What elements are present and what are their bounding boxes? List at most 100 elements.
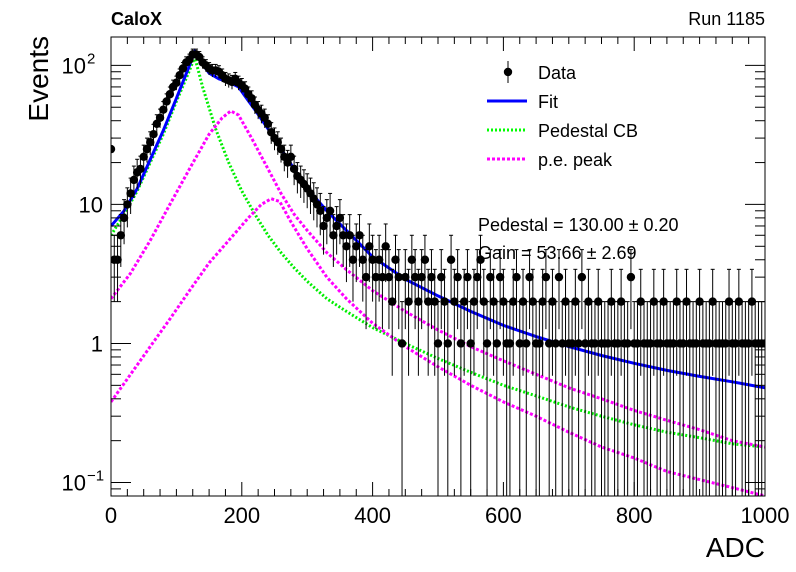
data-point — [423, 268, 433, 376]
data-point — [443, 301, 453, 496]
data-point — [126, 177, 135, 214]
data-marker — [136, 164, 145, 174]
data-marker — [401, 272, 410, 282]
data-point — [571, 268, 580, 376]
data-point — [561, 268, 570, 376]
fit-stat-line: Gain = 53.66 ± 2.69 — [478, 243, 637, 263]
data-marker — [551, 339, 560, 348]
data-point — [312, 187, 322, 228]
data-point — [453, 249, 462, 330]
data-point — [538, 268, 547, 376]
data-marker — [322, 213, 332, 223]
y-tick-exponent: 2 — [87, 50, 95, 67]
data-point — [492, 301, 502, 496]
data-marker — [325, 206, 335, 215]
data-point — [692, 301, 701, 496]
data-marker — [486, 272, 495, 282]
data-marker — [466, 339, 475, 348]
data-point — [672, 268, 681, 376]
data-marker — [420, 255, 430, 264]
data-marker — [672, 297, 681, 306]
data-marker — [417, 272, 426, 282]
data-marker — [646, 339, 655, 348]
data-marker — [423, 297, 433, 306]
data-point — [384, 249, 394, 330]
data-point — [338, 214, 348, 267]
data-point — [371, 249, 381, 330]
data-marker — [682, 297, 691, 306]
data-marker — [633, 339, 642, 348]
legend-data-marker-icon — [503, 67, 513, 77]
data-marker — [361, 272, 371, 282]
data-marker — [342, 242, 351, 251]
data-marker — [142, 144, 152, 154]
data-marker — [548, 297, 557, 306]
data-marker — [172, 78, 181, 87]
data-marker — [476, 255, 485, 264]
data-marker — [515, 339, 524, 348]
data-point — [401, 249, 410, 330]
data-marker — [721, 339, 730, 348]
data-point — [574, 301, 583, 496]
data-point — [659, 268, 668, 376]
data-marker — [430, 297, 439, 306]
data-point — [466, 301, 475, 496]
data-point — [391, 234, 400, 302]
data-point — [289, 155, 299, 186]
data-point — [325, 192, 335, 236]
title-left: CaloX — [111, 9, 162, 29]
data-marker — [440, 297, 449, 306]
data-marker — [692, 339, 701, 348]
data-marker — [146, 138, 155, 147]
y-axis-label: Events — [23, 36, 54, 122]
data-points — [111, 48, 765, 496]
legend-entry-data: Data — [503, 61, 577, 83]
data-point — [361, 249, 371, 330]
data-point — [541, 249, 551, 330]
data-marker — [724, 297, 734, 306]
data-marker — [561, 297, 570, 306]
data-point — [616, 268, 626, 376]
data-marker — [374, 255, 384, 264]
data-marker — [731, 339, 740, 348]
data-marker — [544, 339, 554, 348]
x-tick-label: 800 — [616, 503, 653, 528]
data-marker — [289, 164, 299, 174]
data-point — [695, 268, 704, 376]
data-marker — [659, 297, 668, 306]
data-point — [479, 268, 488, 376]
data-point — [433, 301, 443, 496]
data-point — [554, 249, 564, 330]
data-point — [548, 268, 557, 376]
data-marker — [571, 297, 580, 306]
data-marker — [505, 339, 515, 348]
data-marker — [329, 231, 338, 240]
data-point — [397, 301, 407, 496]
data-point — [646, 301, 655, 496]
data-marker — [473, 272, 482, 282]
data-point — [417, 249, 426, 330]
data-point — [522, 301, 531, 496]
data-marker — [407, 255, 417, 264]
data-point — [381, 223, 390, 283]
data-point — [544, 301, 554, 496]
data-marker — [139, 152, 148, 162]
data-marker — [580, 339, 590, 348]
data-point — [636, 268, 645, 376]
data-marker — [577, 272, 587, 282]
data-point — [476, 234, 485, 302]
data-marker — [518, 297, 528, 306]
data-marker — [522, 339, 531, 348]
data-point — [528, 268, 538, 376]
data-point — [594, 268, 603, 376]
data-point — [584, 268, 593, 376]
legend-label: Fit — [538, 92, 558, 112]
data-marker — [175, 70, 184, 80]
data-marker — [626, 272, 636, 282]
data-point — [430, 268, 439, 376]
data-point — [495, 249, 505, 330]
data-point — [626, 249, 636, 330]
y-tick-label: 10 — [79, 192, 103, 217]
data-point — [404, 268, 413, 376]
